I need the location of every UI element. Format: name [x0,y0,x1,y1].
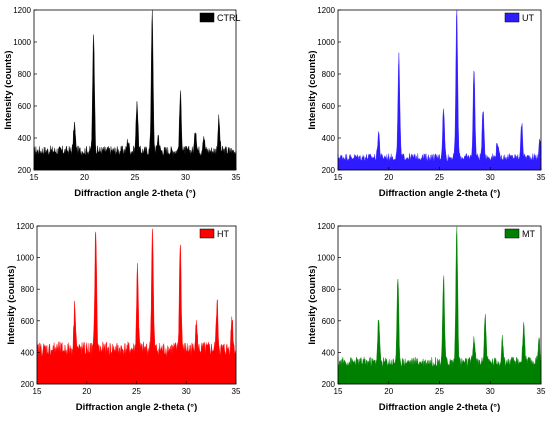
x-tick-label: 15 [334,173,343,182]
y-tick-label: 400 [322,348,336,357]
y-tick-label: 800 [322,70,336,79]
x-tick-label: 15 [33,387,42,396]
y-tick-label: 1200 [16,222,34,231]
y-tick-label: 1200 [317,6,335,15]
y-tick-label: 1000 [317,38,335,47]
legend-swatch [199,12,215,23]
x-axis-title: Diffraction angle 2-theta (°) [379,188,501,199]
legend-label: HT [217,229,229,239]
chart-panel-ctrl: 15 20 25 30 35 200 400 600 800 1000 1200 Diffractio… [3,6,241,199]
diffraction-pattern [36,228,237,385]
y-tick-label: 200 [322,380,336,389]
y-tick-label: 800 [21,285,35,294]
y-tick-label: 1200 [13,6,31,15]
y-axis-title: Intensity (counts) [3,50,14,129]
y-tick-label: 400 [18,134,32,143]
y-tick-label: 400 [21,348,35,357]
legend-swatch [504,228,520,239]
x-tick-label: 35 [537,387,546,396]
y-tick-label: 1000 [13,38,31,47]
x-tick-label: 20 [384,173,393,182]
y-tick-label: 200 [322,166,336,175]
x-tick-label: 15 [30,173,39,182]
plot-frame [337,9,542,171]
diffraction-pattern [337,9,542,171]
x-tick-label: 15 [334,387,343,396]
x-tick-label: 35 [232,387,241,396]
y-tick-label: 400 [322,134,336,143]
x-tick-label: 25 [435,173,444,182]
x-tick-label: 30 [486,387,495,396]
legend-swatch [504,12,520,23]
y-tick-label: 800 [322,285,336,294]
x-tick-label: 35 [232,173,241,182]
chart-panel-ut: 15 20 25 30 35 200 400 600 800 1000 1200 Diffractio… [307,6,546,199]
y-tick-label: 600 [18,102,32,111]
y-axis-title: Intensity (counts) [6,265,17,344]
y-axis-title: Intensity (counts) [307,265,318,344]
y-tick-label: 200 [18,166,32,175]
x-tick-label: 25 [131,173,140,182]
y-tick-label: 1000 [317,254,335,263]
y-tick-label: 1200 [317,222,335,231]
y-tick-label: 600 [21,317,35,326]
x-tick-label: 20 [80,173,89,182]
y-tick-label: 600 [322,102,336,111]
y-tick-label: 1000 [16,254,34,263]
x-tick-label: 30 [181,173,190,182]
y-tick-label: 200 [21,380,35,389]
x-tick-label: 35 [537,173,546,182]
diffraction-pattern [337,226,542,385]
diffraction-pattern [33,9,237,171]
x-tick-label: 20 [82,387,91,396]
y-tick-label: 800 [18,70,32,79]
chart-panel-mt: 15 20 25 30 35 200 400 600 800 1000 1200 Diffractio… [307,222,546,413]
chart-panel-ht: 15 20 25 30 35 200 400 600 800 1000 1200 Diffractio… [6,222,241,413]
legend-label: UT [522,13,534,23]
y-tick-label: 600 [322,317,336,326]
legend-label: MT [522,229,535,239]
x-tick-label: 25 [435,387,444,396]
x-tick-label: 20 [384,387,393,396]
x-axis-title: Diffraction angle 2-theta (°) [379,402,501,413]
x-tick-label: 30 [486,173,495,182]
y-axis-title: Intensity (counts) [307,50,318,129]
x-axis-title: Diffraction angle 2-theta (°) [76,402,198,413]
x-tick-label: 25 [132,387,141,396]
legend-label: CTRL [217,13,241,23]
legend-swatch [199,228,215,239]
x-axis-title: Diffraction angle 2-theta (°) [74,188,196,199]
x-tick-label: 30 [182,387,191,396]
